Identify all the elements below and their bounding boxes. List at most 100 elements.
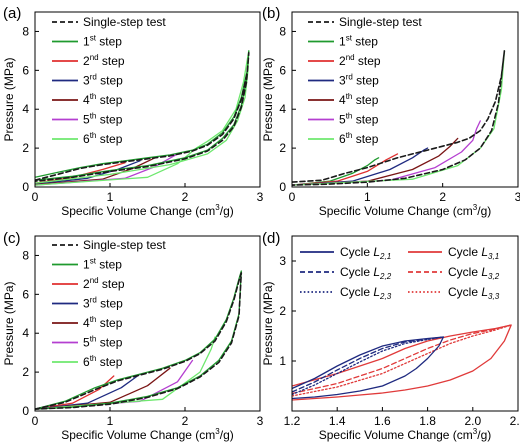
legend-label-main: 6: [83, 355, 90, 369]
series-group: [292, 324, 512, 401]
series-line-step6-solid: [292, 50, 506, 186]
x-axis-label-tail: /g): [220, 204, 234, 218]
legend-label: Single-step test: [83, 238, 166, 252]
legend-label-italic: L: [481, 245, 488, 259]
x-axis-label-tail: /g): [477, 204, 491, 218]
y-tick-label: 1: [279, 354, 286, 368]
x-tick-label: 1.6: [374, 414, 391, 428]
legend-label-main: Single-step test: [339, 15, 422, 29]
y-tick-label: 6: [279, 63, 286, 77]
legend-label-tail: step: [97, 297, 123, 311]
x-axis-label-main: Specific Volume Change (cm: [61, 204, 215, 218]
x-axis-label-sup: 3: [473, 427, 478, 436]
legend-label: 2nd step: [83, 53, 125, 68]
legend-label-italic: L: [373, 245, 380, 259]
x-tick-label: 2: [182, 414, 189, 428]
legend-label: 5th step: [339, 112, 379, 127]
legend-label: Cycle L2,3: [340, 285, 392, 301]
axes-frame: [291, 11, 519, 188]
legend-label: Cycle L3,1: [448, 245, 499, 261]
legend-label-sup: nd: [90, 53, 99, 62]
x-tick-label: 1.4: [329, 414, 346, 428]
legend-label: 3rd step: [83, 296, 123, 311]
legend-label-sup: th: [346, 112, 353, 121]
legend-label-main: Cycle: [448, 245, 481, 259]
y-tick-label: 4: [22, 326, 29, 340]
x-axis-label-tail: /g): [220, 428, 234, 442]
y-axis-label: Pressure (MPa): [261, 57, 275, 141]
legend-label-sup: th: [346, 131, 353, 140]
legend-label: Single-step test: [83, 15, 166, 29]
x-axis-label: Specific Volume Change (cm3/g): [61, 427, 234, 442]
panel-label: (b): [262, 5, 280, 22]
legend-label-main: 1: [83, 258, 90, 272]
legend-label: 6th step: [83, 131, 123, 146]
x-tick-label: 0: [32, 414, 39, 428]
x-axis-label: Specific Volume Change (cm3/g): [319, 427, 492, 442]
series-group: [292, 50, 506, 186]
legend-label: 4th step: [83, 315, 123, 330]
legend-label-sub: 3,3: [488, 292, 500, 301]
y-tick-label: 8: [22, 24, 29, 38]
legend-label-main: 6: [339, 132, 346, 146]
legend-label-main: 6: [83, 132, 90, 146]
legend-label-main: Cycle: [340, 245, 373, 259]
x-axis-label-sup: 3: [215, 203, 220, 212]
legend-label-sup: rd: [90, 73, 97, 82]
x-axis-label-main: Specific Volume Change (cm: [61, 428, 215, 442]
y-tick-label: 2: [22, 365, 29, 379]
legend-label-tail: step: [96, 132, 122, 146]
legend-label-main: 4: [83, 316, 90, 330]
legend-label: 3rd step: [83, 73, 123, 88]
y-tick-label: 8: [22, 248, 29, 262]
y-tick-label: 2: [279, 141, 286, 155]
legend-label-sup: nd: [346, 53, 355, 62]
legend-label-tail: step: [352, 93, 378, 107]
legend-label-tail: step: [352, 35, 378, 49]
legend-label-tail: step: [96, 336, 122, 350]
legend-label-sup: st: [346, 34, 353, 43]
x-tick-label: 3: [515, 190, 520, 204]
legend-label-sup: th: [90, 354, 97, 363]
legend-label-italic: L: [481, 285, 488, 299]
legend-label-main: 2: [339, 54, 346, 68]
legend-label-sup: th: [346, 92, 353, 101]
y-tick-label: 4: [279, 102, 286, 116]
x-tick-label: 0: [289, 190, 296, 204]
legend-label-tail: step: [96, 35, 122, 49]
legend-label: 2nd step: [83, 276, 125, 291]
legend-label: 4th step: [83, 92, 123, 107]
legend-label-sup: th: [90, 315, 97, 324]
x-tick-label: 2.2: [510, 414, 520, 428]
legend-label: Cycle L3,3: [448, 285, 500, 301]
panel-d: 1.21.41.61.82.02.2123Specific Volume Cha…: [261, 230, 520, 442]
legend-label-sub: 3,2: [488, 272, 500, 281]
x-tick-label: 3: [257, 190, 264, 204]
legend-label-sup: rd: [90, 296, 97, 305]
axes-frame: [34, 11, 261, 188]
legend-label: 6th step: [339, 131, 379, 146]
x-axis-label-sup: 3: [215, 427, 220, 436]
series-line-cycleL2-dot: [292, 336, 445, 396]
y-tick-label: 0: [279, 180, 286, 194]
legend-label-sup: st: [90, 34, 97, 43]
y-tick-label: 0: [22, 404, 29, 418]
legend-label-tail: step: [96, 258, 122, 272]
legend-label-sup: rd: [346, 73, 353, 82]
legend-label-main: 2: [83, 277, 90, 291]
legend-label-sup: th: [90, 335, 97, 344]
legend-label-main: Single-step test: [83, 238, 166, 252]
legend-label-italic: L: [373, 265, 380, 279]
legend-label: 1st step: [339, 34, 378, 49]
legend-label-main: Single-step test: [83, 15, 166, 29]
legend-label-main: 2: [83, 54, 90, 68]
legend-label-tail: step: [355, 54, 381, 68]
legend-label-main: Cycle: [340, 265, 373, 279]
x-axis-label: Specific Volume Change (cm3/g): [319, 203, 492, 218]
legend-label-sub: 2,2: [379, 272, 392, 281]
x-tick-label: 1: [107, 190, 114, 204]
